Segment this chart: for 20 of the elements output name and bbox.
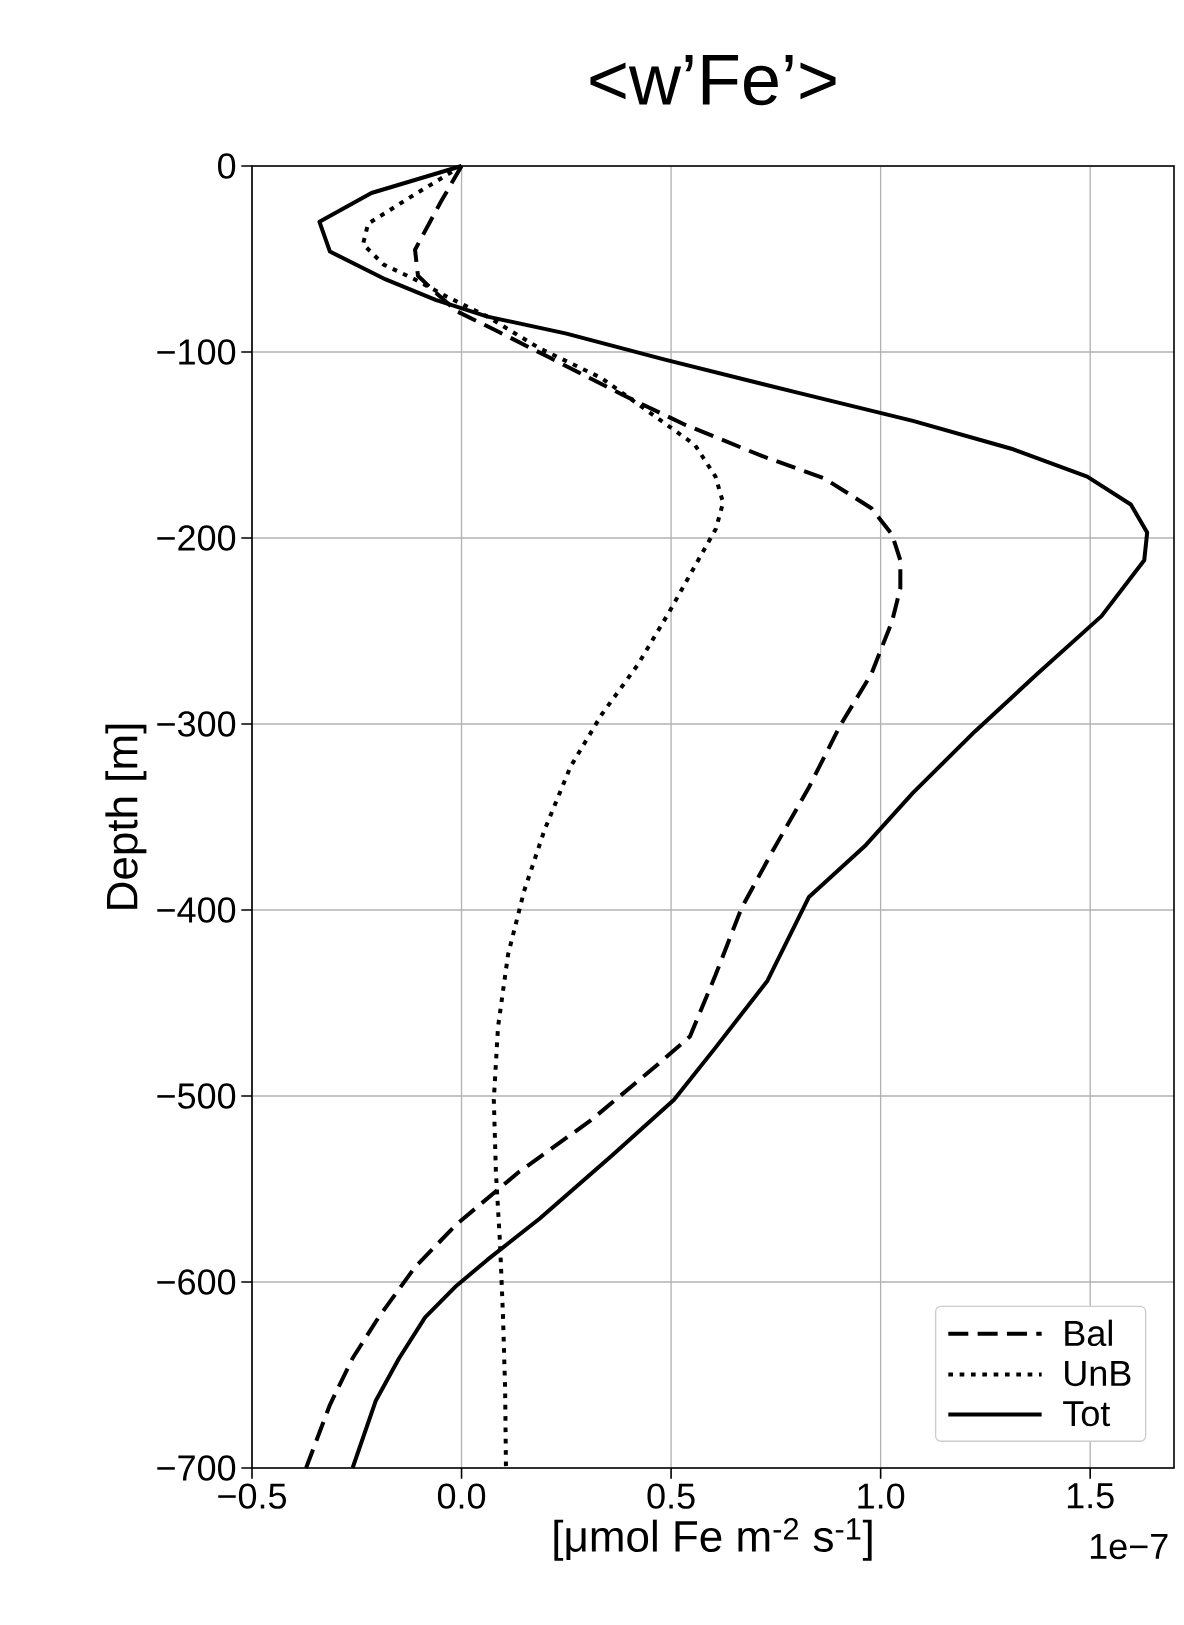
legend-label: Bal xyxy=(1065,1319,1112,1347)
legend-label: Tot xyxy=(1063,1401,1111,1427)
text: 1e−7 xyxy=(1090,1534,1168,1560)
chart-title: <w’Fe’> xyxy=(590,55,836,106)
x-tick-label: 1.0 xyxy=(858,1483,905,1509)
y-tick-label: −700 xyxy=(157,1455,236,1481)
y-tick-label: −300 xyxy=(157,711,236,737)
x-axis-title: [μmol Fe m$^{-2}$ s$^{-1}$] xyxy=(554,1518,872,1561)
y-tick-label: −100 xyxy=(157,339,236,365)
y-tick-label: −200 xyxy=(157,525,236,551)
x-tick-label: 1.5 xyxy=(1067,1483,1114,1509)
y-axis-title: Depth [m] xyxy=(105,724,147,909)
x-tick-label: −0.5 xyxy=(218,1483,287,1509)
y-tick-label: −500 xyxy=(157,1083,236,1109)
y-tick-label: −600 xyxy=(157,1269,236,1295)
legend-label: UnB xyxy=(1065,1361,1131,1387)
x-tick-label: 0.5 xyxy=(647,1483,695,1509)
y-tick-label: 0 xyxy=(218,153,236,179)
y-tick-label: −400 xyxy=(157,897,236,923)
x-tick-label: 0.0 xyxy=(437,1483,486,1509)
